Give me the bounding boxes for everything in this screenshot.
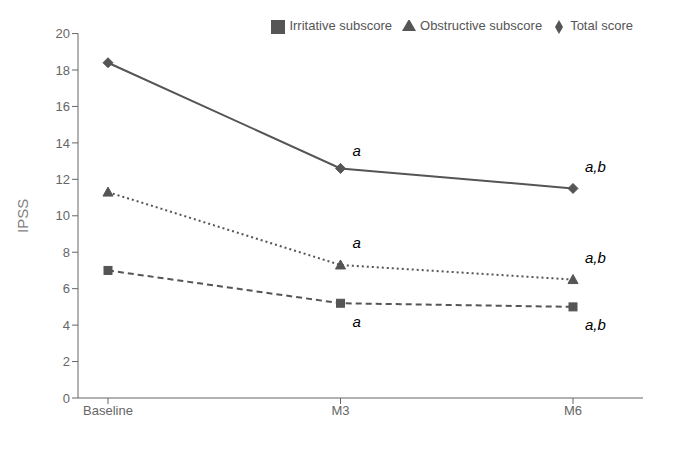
html-text:Obstructive subscore: Obstructive subscore (420, 18, 543, 33)
svg-text:IPSS: IPSS (14, 199, 31, 233)
svg-text:M3: M3 (331, 403, 349, 418)
svg-text:Baseline: Baseline (83, 403, 133, 418)
svg-text:18: 18 (56, 63, 70, 78)
svg-text:16: 16 (56, 99, 70, 114)
html-text:Irritative subscore: Irritative subscore (289, 18, 392, 33)
html-text:Total score: Total score (570, 18, 633, 33)
svg-text:10: 10 (56, 208, 70, 223)
svg-text:2: 2 (63, 354, 70, 369)
svg-text:a,b: a,b (585, 316, 606, 333)
svg-text:6: 6 (63, 281, 70, 296)
svg-text:12: 12 (56, 172, 70, 187)
svg-text:20: 20 (56, 26, 70, 41)
svg-text:a: a (353, 313, 361, 330)
svg-text:a,b: a,b (585, 249, 606, 266)
svg-text:a: a (353, 234, 361, 251)
svg-text:a: a (353, 142, 361, 159)
svg-text:0: 0 (63, 391, 70, 406)
svg-text:8: 8 (63, 245, 70, 260)
svg-text:a,b: a,b (585, 158, 606, 175)
svg-text:M6: M6 (564, 403, 582, 418)
svg-text:14: 14 (56, 136, 70, 151)
svg-text:4: 4 (63, 318, 70, 333)
